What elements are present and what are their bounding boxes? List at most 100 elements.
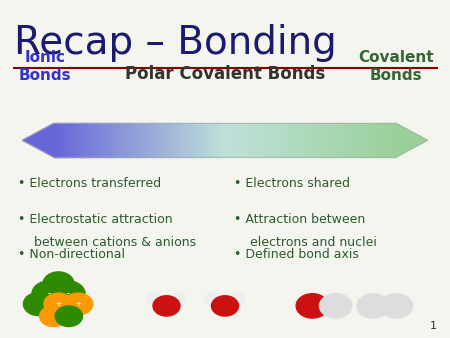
Bar <box>300 123 302 157</box>
Bar <box>370 123 373 157</box>
Bar <box>102 123 104 157</box>
Bar <box>184 123 186 157</box>
Bar <box>201 123 203 157</box>
Bar <box>266 123 268 157</box>
Bar <box>69 123 72 157</box>
Bar <box>210 123 212 157</box>
Bar <box>377 123 379 157</box>
Text: • Electrons transferred: • Electrons transferred <box>18 177 161 190</box>
Bar <box>68 123 70 157</box>
Text: • Defined bond axis: • Defined bond axis <box>234 248 359 261</box>
Bar <box>384 123 386 157</box>
Text: • Electrostatic attraction: • Electrostatic attraction <box>18 213 173 226</box>
Text: • Electrons shared: • Electrons shared <box>234 177 350 190</box>
Bar <box>295 123 297 157</box>
Bar <box>310 123 313 157</box>
Bar <box>281 123 284 157</box>
Bar <box>268 123 270 157</box>
Text: • Attraction between: • Attraction between <box>234 213 365 226</box>
Bar <box>261 123 263 157</box>
Bar <box>114 123 116 157</box>
Bar <box>204 123 207 157</box>
Text: +: + <box>55 301 62 307</box>
Circle shape <box>51 281 85 307</box>
Circle shape <box>43 272 74 295</box>
Bar <box>350 123 352 157</box>
Bar <box>225 123 227 157</box>
Bar <box>274 123 277 157</box>
Bar <box>176 123 178 157</box>
Bar <box>199 123 202 157</box>
Bar <box>304 123 306 157</box>
Circle shape <box>357 294 389 318</box>
Bar <box>341 123 343 157</box>
Bar <box>256 123 258 157</box>
Bar <box>193 123 195 157</box>
Bar <box>78 123 80 157</box>
Bar <box>191 123 193 157</box>
Circle shape <box>228 293 245 305</box>
Text: Polar Covalent Bonds: Polar Covalent Bonds <box>125 65 325 83</box>
Circle shape <box>146 293 163 305</box>
Bar <box>212 123 213 157</box>
Bar <box>116 123 118 157</box>
Bar <box>252 123 255 157</box>
Bar <box>306 123 307 157</box>
Bar <box>285 123 287 157</box>
Bar <box>194 123 196 157</box>
Bar <box>235 123 238 157</box>
Bar <box>162 123 164 157</box>
Bar <box>348 123 350 157</box>
Bar <box>302 123 304 157</box>
Bar <box>287 123 289 157</box>
Bar <box>56 123 58 157</box>
Bar <box>329 123 332 157</box>
Bar <box>315 123 318 157</box>
Bar <box>278 123 280 157</box>
Bar <box>360 123 362 157</box>
Bar <box>153 123 155 157</box>
Bar <box>223 123 225 157</box>
Bar <box>146 123 148 157</box>
Bar <box>270 123 272 157</box>
Bar <box>237 123 239 157</box>
Bar <box>307 123 309 157</box>
Bar <box>86 123 89 157</box>
Bar <box>254 123 256 157</box>
Bar <box>163 123 166 157</box>
Bar <box>203 123 205 157</box>
Bar <box>249 123 251 157</box>
Bar <box>73 123 75 157</box>
Bar <box>208 123 210 157</box>
Bar <box>357 123 359 157</box>
Bar <box>75 123 76 157</box>
Text: -: - <box>67 291 69 297</box>
Bar <box>213 123 215 157</box>
Text: Ionic
Bonds: Ionic Bonds <box>19 50 71 83</box>
Bar <box>133 123 135 157</box>
Bar <box>234 123 236 157</box>
Circle shape <box>296 294 328 318</box>
Bar <box>215 123 217 157</box>
Circle shape <box>32 281 66 307</box>
Bar <box>326 123 328 157</box>
Circle shape <box>63 293 93 315</box>
Bar <box>160 123 162 157</box>
Bar <box>227 123 229 157</box>
Bar <box>381 123 383 157</box>
Bar <box>64 123 67 157</box>
Bar <box>358 123 360 157</box>
Bar <box>124 123 126 157</box>
Bar <box>246 123 248 157</box>
Bar <box>346 123 349 157</box>
Bar <box>353 123 356 157</box>
Bar <box>365 123 367 157</box>
Circle shape <box>380 294 413 318</box>
Bar <box>276 123 279 157</box>
Bar <box>263 123 265 157</box>
Bar <box>109 123 111 157</box>
Bar <box>216 123 219 157</box>
Bar <box>88 123 90 157</box>
Bar <box>135 123 136 157</box>
Bar <box>93 123 95 157</box>
